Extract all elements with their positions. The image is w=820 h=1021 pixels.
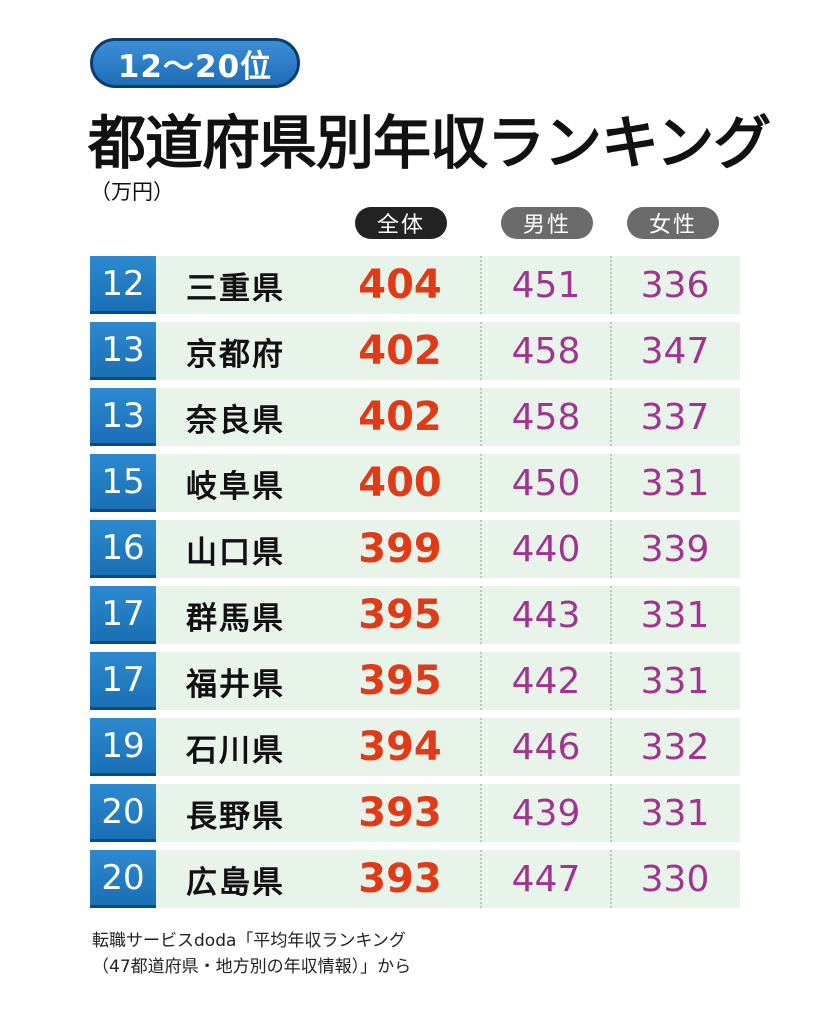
column-divider: [480, 652, 482, 710]
overall-income-value: 393: [358, 856, 442, 902]
column-divider: [610, 454, 612, 512]
column-divider: [480, 586, 482, 644]
female-income-value: 330: [640, 858, 710, 900]
column-header-female: 女性: [627, 207, 719, 239]
column-divider: [480, 718, 482, 776]
rank-cell: 20: [90, 850, 156, 908]
column-divider: [610, 718, 612, 776]
female-income-value: 336: [640, 264, 710, 306]
column-header-male: 男性: [501, 207, 593, 239]
rank-cell: 17: [90, 586, 156, 644]
female-income-value: 339: [640, 528, 710, 570]
column-divider: [610, 652, 612, 710]
column-header-all: 全体: [355, 207, 447, 239]
overall-income-value: 395: [358, 592, 442, 638]
column-divider: [610, 586, 612, 644]
prefecture-name: 広島県: [186, 864, 285, 901]
male-income-value: 443: [511, 594, 581, 636]
male-income-value: 451: [511, 264, 581, 306]
column-divider: [610, 850, 612, 908]
table-row: 16 山口県 399 440 339: [90, 520, 740, 578]
prefecture-name: 三重県: [186, 270, 285, 307]
overall-income-value: 402: [358, 328, 442, 374]
male-income-value: 458: [511, 330, 581, 372]
prefecture-name: 石川県: [186, 732, 285, 769]
rank-cell: 16: [90, 520, 156, 578]
page-title: 都道府県別年収ランキング: [88, 109, 771, 177]
overall-income-value: 395: [358, 658, 442, 704]
column-divider: [610, 256, 612, 314]
rank-cell: 13: [90, 388, 156, 446]
column-divider: [610, 322, 612, 380]
rank-cell: 13: [90, 322, 156, 380]
column-divider: [480, 520, 482, 578]
column-divider: [610, 520, 612, 578]
prefecture-name: 山口県: [186, 534, 285, 571]
prefecture-name: 奈良県: [186, 402, 285, 439]
prefecture-name: 岐阜県: [186, 468, 285, 505]
column-divider: [610, 388, 612, 446]
overall-income-value: 400: [358, 460, 442, 506]
female-income-value: 332: [640, 726, 710, 768]
source-line-2: （47都道府県・地方別の年収情報）」から: [92, 957, 412, 977]
column-divider: [480, 850, 482, 908]
rank-cell: 12: [90, 256, 156, 314]
overall-income-value: 394: [358, 724, 442, 770]
source-line-1: 転職サービスdoda「平均年収ランキング: [92, 931, 406, 951]
table-row: 12 三重県 404 451 336: [90, 256, 740, 314]
female-income-value: 331: [640, 462, 710, 504]
male-income-value: 446: [511, 726, 581, 768]
male-income-value: 440: [511, 528, 581, 570]
source-note: 転職サービスdoda「平均年収ランキング （47都道府県・地方別の年収情報）」か…: [92, 928, 411, 980]
rank-cell: 15: [90, 454, 156, 512]
table-row: 13 京都府 402 458 347: [90, 322, 740, 380]
overall-income-value: 393: [358, 790, 442, 836]
table-row: 17 福井県 395 442 331: [90, 652, 740, 710]
table-row: 19 石川県 394 446 332: [90, 718, 740, 776]
overall-income-value: 399: [358, 526, 442, 572]
column-divider: [480, 388, 482, 446]
table-row: 20 広島県 393 447 330: [90, 850, 740, 908]
male-income-value: 458: [511, 396, 581, 438]
prefecture-name: 長野県: [186, 798, 285, 835]
female-income-value: 331: [640, 792, 710, 834]
female-income-value: 331: [640, 594, 710, 636]
prefecture-name: 京都府: [186, 336, 285, 373]
rank-cell: 20: [90, 784, 156, 842]
rank-cell: 17: [90, 652, 156, 710]
male-income-value: 447: [511, 858, 581, 900]
table-row: 20 長野県 393 439 331: [90, 784, 740, 842]
table-row: 17 群馬県 395 443 331: [90, 586, 740, 644]
table-row: 13 奈良県 402 458 337: [90, 388, 740, 446]
table-row: 15 岐阜県 400 450 331: [90, 454, 740, 512]
overall-income-value: 404: [358, 262, 442, 308]
unit-label: （万円）: [90, 180, 174, 204]
column-divider: [480, 322, 482, 380]
prefecture-name: 群馬県: [186, 600, 285, 637]
overall-income-value: 402: [358, 394, 442, 440]
female-income-value: 347: [640, 330, 710, 372]
column-divider: [480, 454, 482, 512]
prefecture-name: 福井県: [186, 666, 285, 703]
column-divider: [610, 784, 612, 842]
rank-cell: 19: [90, 718, 156, 776]
female-income-value: 337: [640, 396, 710, 438]
male-income-value: 442: [511, 660, 581, 702]
female-income-value: 331: [640, 660, 710, 702]
rank-range-badge: 12～20位: [90, 38, 300, 88]
male-income-value: 450: [511, 462, 581, 504]
column-divider: [480, 256, 482, 314]
male-income-value: 439: [511, 792, 581, 834]
column-divider: [480, 784, 482, 842]
